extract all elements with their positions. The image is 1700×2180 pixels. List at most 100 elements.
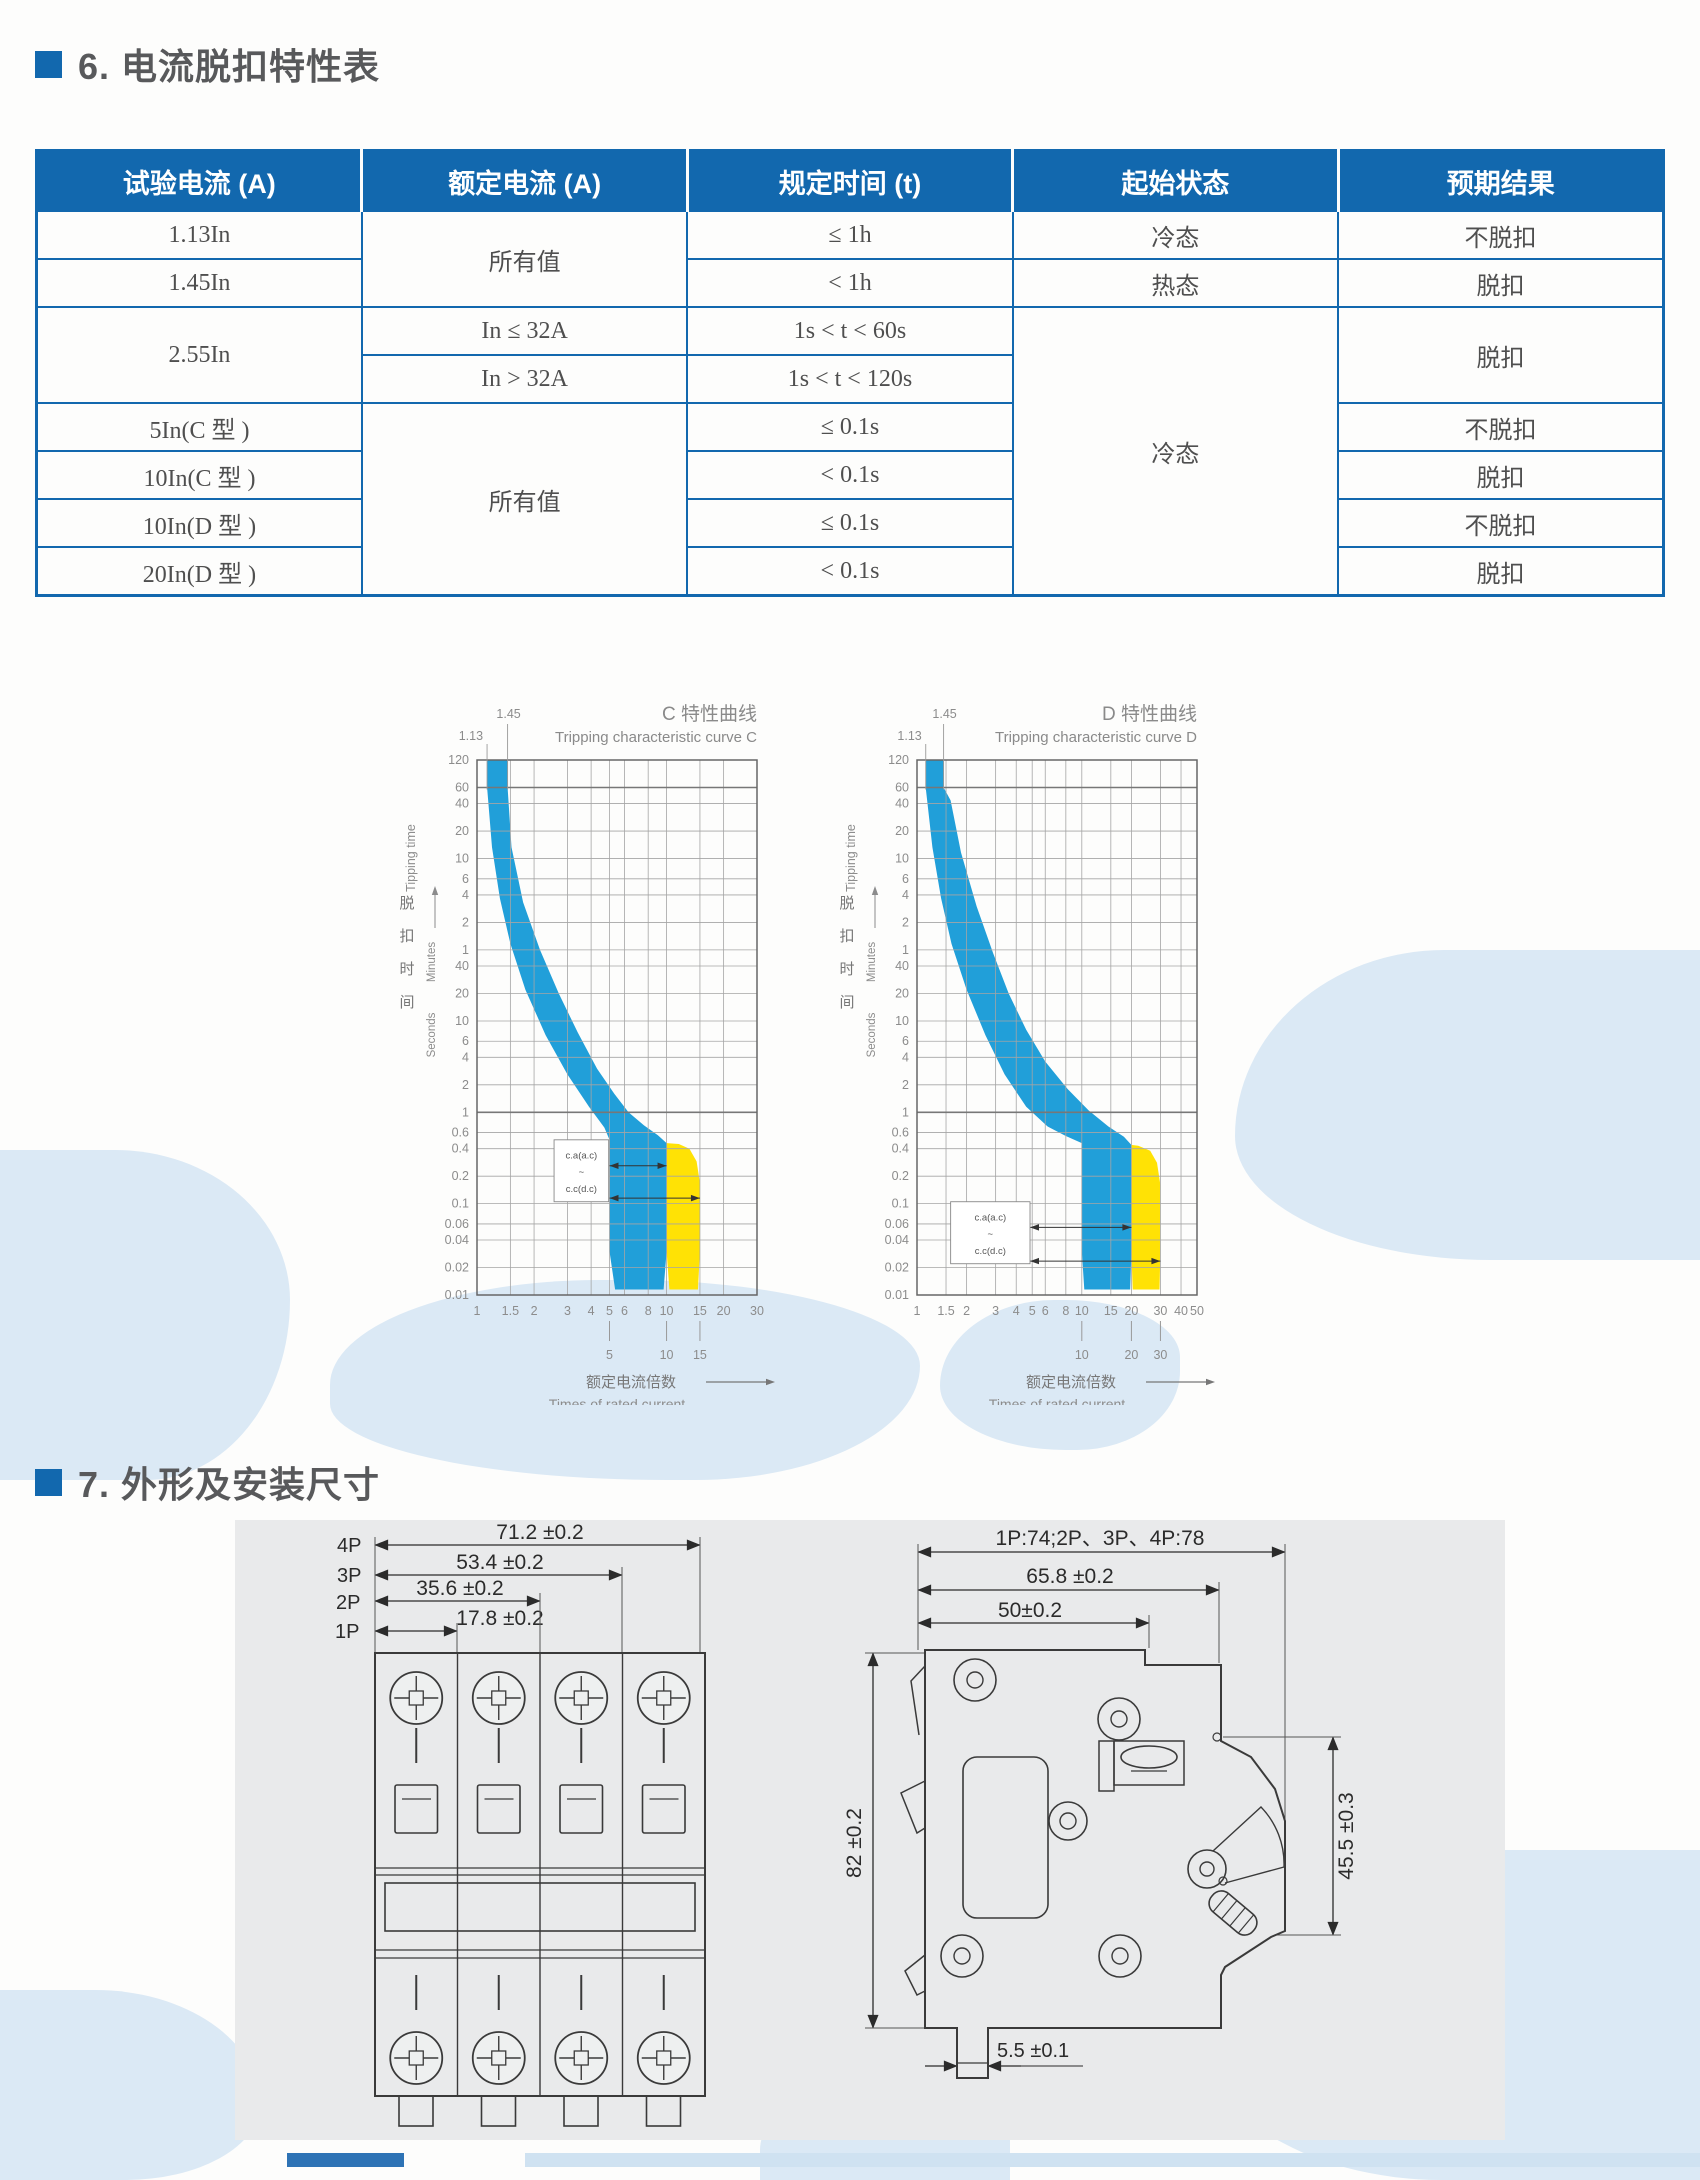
table-cell: 20In(D 型 ) [35, 546, 363, 597]
svg-text:c.c(d.c): c.c(d.c) [566, 1184, 597, 1195]
trip-band-blue [487, 760, 667, 1290]
svg-text:1.13: 1.13 [459, 729, 483, 743]
svg-text:4: 4 [1013, 1304, 1020, 1318]
dimension-drawing-panel: 4P 3P 2P 1P 71.2 ±0.2 53.4 ±0.2 35.6 ±0.… [235, 1520, 1505, 2140]
svg-text:6: 6 [462, 1034, 469, 1048]
annotation-box [950, 1201, 1031, 1265]
section6-title-text: 6. 电流脱扣特性表 [78, 46, 381, 87]
svg-text:间: 间 [839, 994, 854, 1011]
svg-text:4: 4 [902, 888, 909, 902]
svg-text:40: 40 [1174, 1304, 1188, 1318]
dim-17-8: 17.8 ±0.2 [456, 1607, 543, 1630]
svg-text:20: 20 [455, 986, 469, 1000]
svg-text:0.1: 0.1 [452, 1197, 469, 1211]
svg-text:8: 8 [645, 1304, 652, 1318]
svg-text:2: 2 [462, 1078, 469, 1092]
svg-text:2: 2 [902, 915, 909, 929]
svg-text:10: 10 [455, 852, 469, 866]
svg-text:0.6: 0.6 [892, 1126, 909, 1140]
table-row: 2.55In In ≤ 32A 1s < t < 60s 冷态 脱扣 [35, 306, 1665, 597]
dim-5-5: 5.5 ±0.1 [997, 2040, 1069, 2062]
table-cell: In ≤ 32A [360, 306, 689, 356]
svg-text:5: 5 [606, 1304, 613, 1318]
svg-text:1.45: 1.45 [496, 707, 520, 721]
dim-35-6: 35.6 ±0.2 [416, 1577, 503, 1600]
svg-text:5: 5 [1029, 1304, 1036, 1318]
svg-text:50: 50 [1190, 1304, 1204, 1318]
table-header-cell: 额定电流 (A) [360, 149, 689, 212]
svg-text:10: 10 [895, 852, 909, 866]
table-cell: ≤ 0.1s [686, 498, 1014, 548]
table-cell: 脱扣 [1337, 546, 1665, 597]
svg-text:0.6: 0.6 [452, 1126, 469, 1140]
table-cell: 不脱扣 [1337, 210, 1665, 260]
table-cell: 10In(C 型 ) [35, 450, 363, 500]
table-cell: ≤ 0.1s [686, 402, 1014, 452]
table-header-cell: 起始状态 [1011, 149, 1340, 212]
side-view-drawing: 1P:74;2P、3P、4P:78 65.8 ±0.2 50±0.2 82 ±0… [843, 1527, 1358, 2079]
pole-label-3p: 3P [337, 1565, 361, 1587]
table-cell: 脱扣 [1337, 306, 1665, 404]
rivet-circles [940, 1658, 1222, 1978]
svg-text:0.04: 0.04 [885, 1233, 909, 1247]
table-cell: 冷态 [1011, 210, 1340, 260]
svg-text:20: 20 [895, 986, 909, 1000]
svg-text:0.01: 0.01 [885, 1288, 909, 1302]
table-cell: 热态 [1011, 258, 1340, 308]
dim-71-2: 71.2 ±0.2 [496, 1523, 583, 1544]
svg-text:6: 6 [902, 872, 909, 886]
svg-text:20: 20 [1124, 1348, 1138, 1362]
svg-text:30: 30 [1153, 1304, 1167, 1318]
table-cell: 1s < t < 60s [686, 306, 1014, 356]
svg-text:扣: 扣 [399, 928, 414, 945]
table-cell: 5In(C 型 ) [35, 402, 363, 452]
table-row: 1.45In < 1h 热态 脱扣 [35, 258, 1665, 308]
table-cell: 不脱扣 [1337, 498, 1665, 548]
trip-band-yellow [1131, 1144, 1161, 1290]
svg-text:~: ~ [988, 1229, 994, 1240]
table-header-cell: 预期结果 [1337, 149, 1665, 212]
svg-text:3: 3 [992, 1304, 999, 1318]
table-cell: < 1h [686, 258, 1014, 308]
svg-text:30: 30 [750, 1304, 764, 1318]
trip-band-yellow [666, 1143, 700, 1290]
svg-text:60: 60 [895, 780, 909, 794]
svg-text:1: 1 [914, 1304, 921, 1318]
svg-text:c.c(d.c): c.c(d.c) [975, 1246, 1006, 1257]
chart-title-en: Tripping characteristic curve C [555, 729, 757, 746]
svg-text:0.1: 0.1 [892, 1197, 909, 1211]
x-axis-label-cn: 额定电流倍数 [586, 1374, 676, 1391]
svg-text:4: 4 [462, 888, 469, 902]
latch-lever [1187, 1806, 1285, 1936]
trip-characteristics-table: 试验电流 (A) 额定电流 (A) 规定时间 (t) 起始状态 预期结果 1.13In 所有… [35, 149, 1665, 597]
svg-text:3: 3 [564, 1304, 571, 1318]
dim-depth-top: 1P:74;2P、3P、4P:78 [996, 1527, 1205, 1550]
svg-text:Seconds: Seconds [866, 1012, 878, 1057]
table-cell: 脱扣 [1337, 450, 1665, 500]
svg-text:1.5: 1.5 [937, 1304, 954, 1318]
dim-65-8: 65.8 ±0.2 [1026, 1565, 1113, 1588]
svg-text:15: 15 [693, 1348, 707, 1362]
breaker-side-outline [924, 1649, 1286, 2079]
decor-blob [940, 1300, 1180, 1450]
svg-text:0.2: 0.2 [892, 1169, 909, 1183]
svg-text:0.4: 0.4 [452, 1142, 469, 1156]
svg-text:c.a(a.c): c.a(a.c) [974, 1212, 1006, 1223]
table-cell: 不脱扣 [1337, 402, 1665, 452]
svg-text:20: 20 [895, 824, 909, 838]
svg-text:c.a(a.c): c.a(a.c) [566, 1150, 598, 1161]
table-cell: 所有值 [360, 210, 689, 308]
table-row: 1.13In 所有值 ≤ 1h 冷态 不脱扣 [35, 210, 1665, 308]
table-cell: 冷态 [1011, 306, 1340, 597]
svg-text:间: 间 [399, 994, 414, 1011]
svg-text:40: 40 [455, 959, 469, 973]
svg-text:0.4: 0.4 [892, 1142, 909, 1156]
svg-text:6: 6 [1042, 1304, 1049, 1318]
section6-title: 6. 电流脱扣特性表 [35, 38, 380, 90]
svg-text:1: 1 [462, 1105, 469, 1119]
annotation-box [553, 1139, 610, 1203]
decor-blob [0, 1990, 260, 2180]
chart-title-cn: D 特性曲线 [1102, 703, 1197, 725]
table-cell: 1.13In [35, 210, 363, 260]
x-axis-label-en: Times of rated current [549, 1396, 686, 1405]
